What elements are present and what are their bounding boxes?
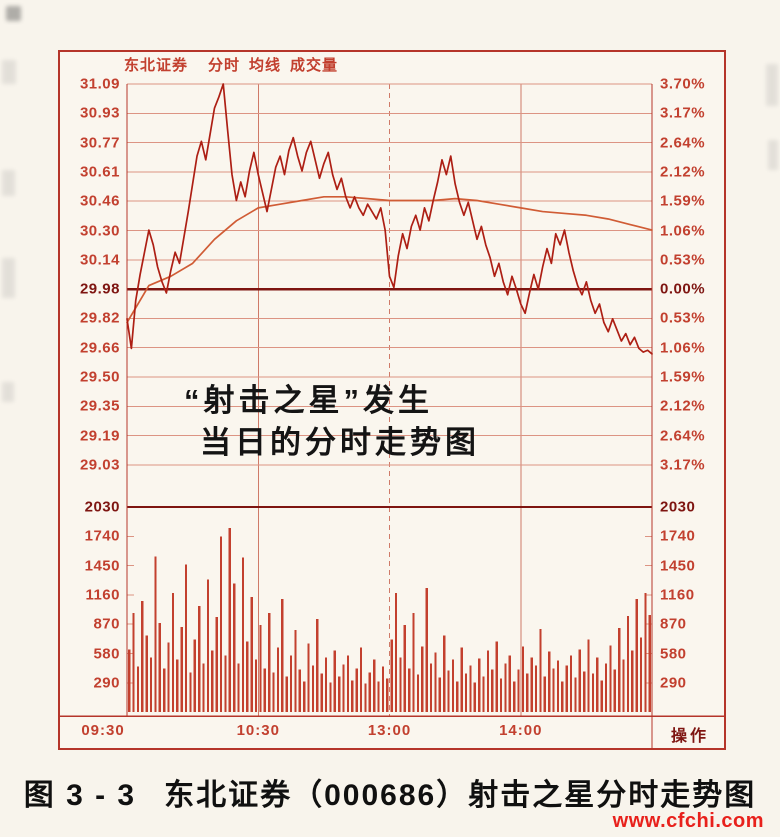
intraday-chart-panel: 东北证券 分时 均线 成交量 “射击之星”发生 当日的分时走势图 操作 31.0…: [58, 50, 726, 750]
percent-axis-label: 2.12%: [660, 163, 706, 181]
percent-axis-label: 1.59%: [660, 192, 706, 210]
price-axis-label: 30.14: [79, 251, 120, 269]
price-axis-label: 29.03: [79, 456, 120, 474]
scan-bleed-artifact: [768, 140, 778, 170]
volume-axis-label: 1160: [660, 586, 695, 604]
volume-axis-label: 2030: [660, 498, 696, 516]
tab-volume[interactable]: 成交量: [290, 57, 339, 74]
volume-axis-label: 1740: [660, 527, 696, 545]
volume-axis-label: 580: [660, 645, 687, 662]
volume-axis-label: 290: [660, 674, 687, 692]
volume-axis-label: 1450: [660, 557, 696, 575]
scan-bleed-artifact: [2, 382, 14, 402]
percent-axis-label: 0.53%: [660, 251, 706, 269]
volume-axis-label: 870: [660, 615, 687, 633]
volume-axis-label: 870: [93, 615, 120, 633]
percent-axis-label: 2.64%: [660, 134, 706, 152]
annotation-line-1: “射击之星”发生: [184, 383, 433, 418]
price-axis-label: 30.93: [79, 104, 120, 122]
scan-bleed-artifact: [2, 258, 15, 298]
percent-axis-label: 0.53%: [660, 309, 706, 327]
chart-menu-bar: 东北证券 分时 均线 成交量: [124, 54, 347, 75]
price-axis-label: 30.30: [79, 222, 120, 239]
percent-axis-label: 0.00%: [660, 280, 706, 298]
percent-axis-label: 1.59%: [660, 368, 706, 386]
scan-bleed-artifact: [2, 60, 16, 84]
figure-number: 图 3 - 3: [23, 779, 137, 812]
volume-axis-label: 290: [93, 674, 120, 692]
percent-axis-label: 2.64%: [660, 427, 706, 445]
scan-bleed-artifact: [766, 64, 778, 106]
percent-axis-label: 2.12%: [660, 397, 706, 415]
volume-axis-label: 2030: [84, 498, 120, 516]
figure-title: 东北证券（000686）射击之星分时走势图: [164, 779, 757, 812]
price-axis-label: 30.77: [79, 134, 120, 152]
price-axis-label: 31.09: [79, 75, 120, 93]
price-axis-label: 30.46: [79, 192, 120, 210]
percent-axis-label: 3.17%: [660, 104, 706, 122]
intraday-chart-svg: [60, 83, 724, 748]
tab-average-line[interactable]: 均线: [249, 57, 282, 74]
price-axis-label: 29.19: [79, 427, 120, 445]
website-link[interactable]: www.cfchi.com: [612, 810, 764, 832]
time-axis-label: 13:00: [367, 722, 412, 739]
time-axis-label: 09:30: [81, 722, 125, 739]
tab-timeshare[interactable]: 分时: [208, 57, 241, 74]
figure-caption: 图 3 - 3 东北证券（000686）射击之星分时走势图: [0, 770, 780, 814]
price-axis-label: 29.82: [79, 309, 120, 327]
volume-axis-label: 1160: [85, 586, 120, 604]
percent-axis-label: 1.06%: [660, 339, 706, 357]
price-axis-label: 30.61: [79, 163, 120, 181]
volume-axis-label: 580: [93, 645, 120, 662]
stock-name-label[interactable]: 东北证券: [124, 57, 189, 74]
percent-axis-label: 3.70%: [660, 75, 706, 93]
time-axis-label: 10:30: [236, 722, 280, 739]
chart-annotation: “射击之星”发生 当日的分时走势图: [184, 380, 480, 464]
percent-axis-label: 1.06%: [660, 222, 706, 239]
scan-bleed-artifact: [6, 6, 21, 21]
volume-axis-label: 1450: [84, 557, 120, 575]
time-axis-label: 14:00: [499, 722, 543, 739]
price-axis-label: 29.98: [79, 280, 120, 298]
price-axis-label: 29.50: [79, 368, 120, 386]
action-button[interactable]: 操作: [670, 728, 709, 745]
scan-bleed-artifact: [2, 170, 15, 196]
price-axis-label: 29.35: [79, 397, 120, 415]
volume-axis-label: 1740: [84, 527, 120, 545]
annotation-line-2: 当日的分时走势图: [200, 425, 480, 460]
percent-axis-label: 3.17%: [660, 456, 706, 474]
price-axis-label: 29.66: [79, 339, 120, 357]
